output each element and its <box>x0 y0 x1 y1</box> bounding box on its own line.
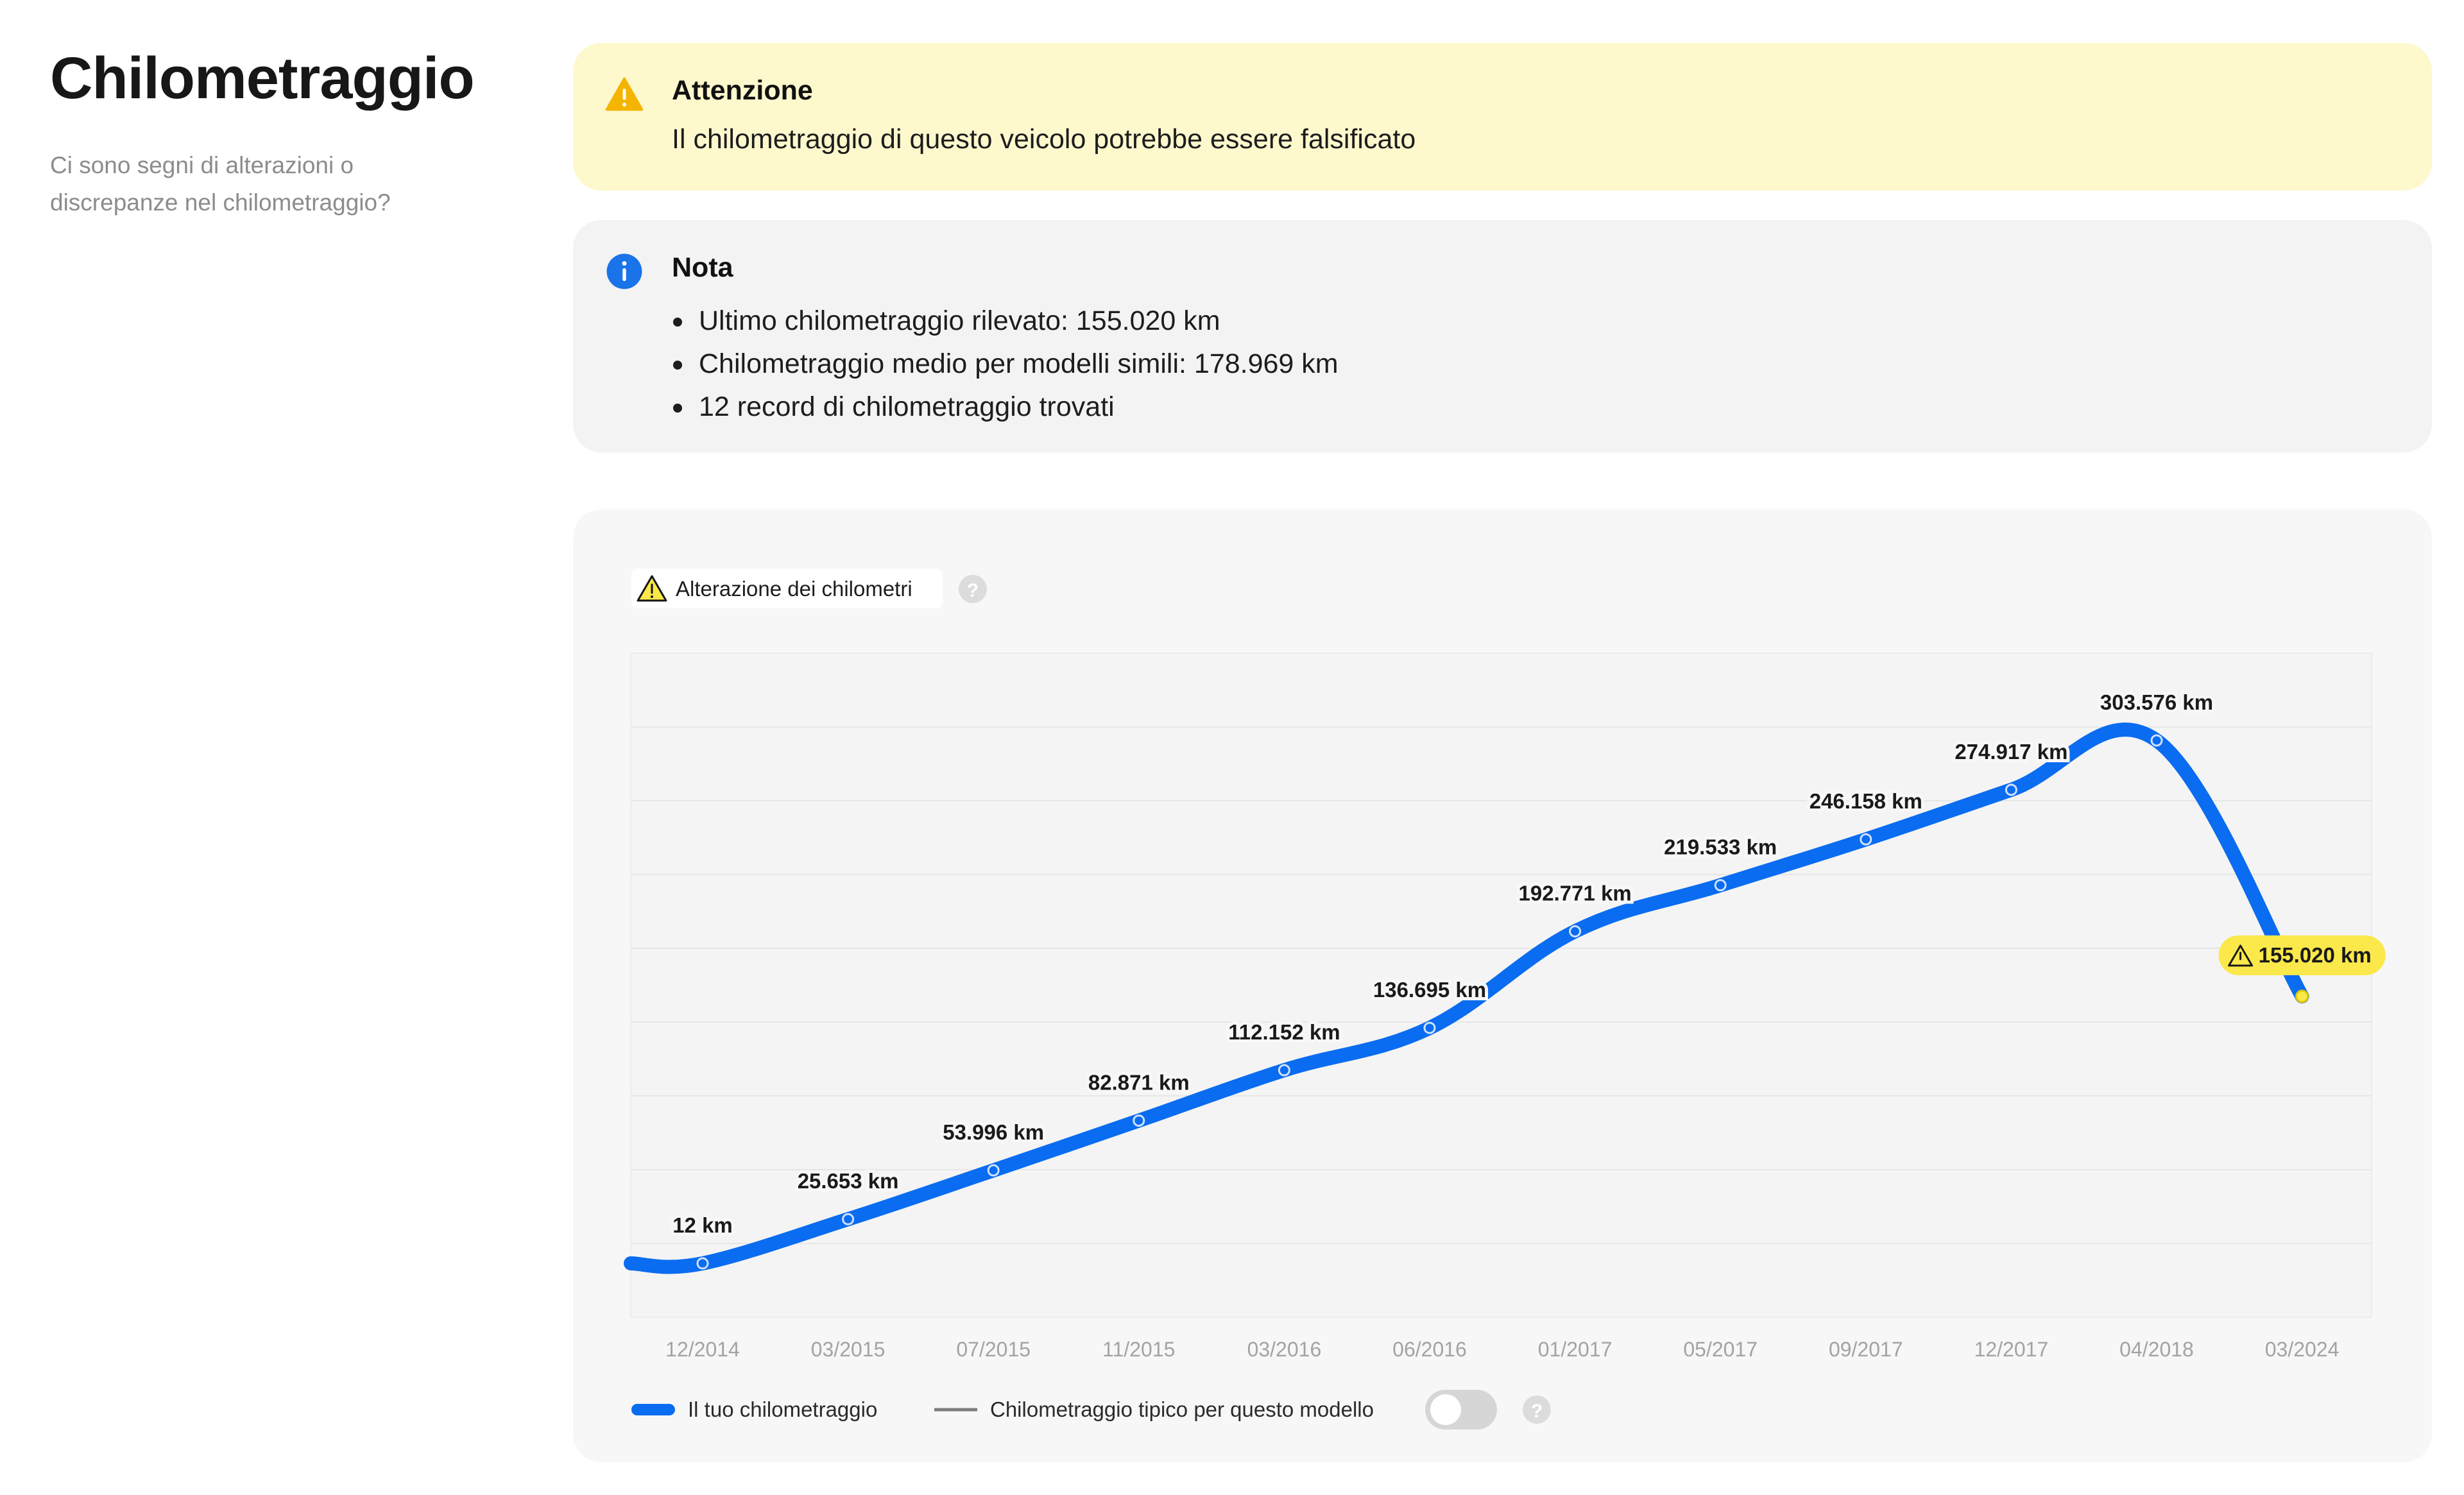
page-title: Chilometraggio <box>50 46 475 111</box>
data-label: 246.158 km <box>1810 789 1922 813</box>
mileage-chart-card: Alterazione dei chilometri ? 12/2014 03/2… <box>573 509 2432 1462</box>
note-list: Ultimo chilometraggio rilevato: 155.020 … <box>673 300 1339 429</box>
page-subtitle: Ci sono segni di alterazioni o discrepan… <box>50 147 538 221</box>
data-label: 112.152 km <box>1228 1020 1340 1044</box>
legend-label-yours: Il tuo chilometraggio <box>688 1397 877 1421</box>
data-point[interactable] <box>696 1257 709 1270</box>
note-item-average-mileage: Chilometraggio medio per modelli simili:… <box>673 343 1339 386</box>
data-point[interactable] <box>1278 1064 1290 1077</box>
info-icon <box>606 253 642 289</box>
warning-triangle-icon <box>605 77 644 111</box>
grid-lines <box>631 726 2372 1244</box>
data-label: 136.695 km <box>1373 978 1486 1002</box>
data-point[interactable] <box>2005 783 2017 796</box>
data-label: 192.771 km <box>1519 881 1632 905</box>
x-tick-label: 12/2014 <box>665 1338 740 1361</box>
data-point[interactable] <box>1569 925 1582 937</box>
warning-callout: Attenzione Il chilometraggio di questo v… <box>573 43 2432 191</box>
data-label: 82.871 km <box>1088 1071 1190 1095</box>
flagged-value-label: 155.020 km <box>2259 943 2372 967</box>
series-line-your-mileage <box>624 722 2309 1274</box>
section-header: Chilometraggio Ci sono segni di alterazi… <box>50 45 538 221</box>
warning-title: Attenzione <box>672 75 813 106</box>
x-tick-label: 03/2024 <box>2265 1338 2340 1361</box>
data-point[interactable] <box>1714 879 1727 892</box>
x-tick-label: 03/2015 <box>811 1338 886 1361</box>
note-item-record-count: 12 record di chilometraggio trovati <box>673 386 1339 429</box>
mileage-chart: Alterazione dei chilometri ? 12/2014 03/2… <box>624 568 2386 1430</box>
data-point[interactable] <box>987 1164 1000 1177</box>
legend-label-typical: Chilometraggio tipico per questo modello <box>990 1397 1374 1421</box>
alteration-badge[interactable]: Alterazione dei chilometri <box>631 568 943 608</box>
flagged-value-badge: 155.020 km <box>2218 935 2386 975</box>
data-point[interactable] <box>1423 1021 1436 1034</box>
warning-triangle-icon <box>637 575 667 602</box>
x-tick-label: 09/2017 <box>1829 1338 1903 1361</box>
x-tick-label: 04/2018 <box>2119 1338 2194 1361</box>
data-points <box>696 734 2309 1270</box>
x-tick-label: 11/2015 <box>1102 1338 1175 1361</box>
data-label: 274.917 km <box>1955 740 2067 764</box>
note-callout: Nota Ultimo chilometraggio rilevato: 155… <box>573 220 2432 452</box>
data-label: 303.576 km <box>2100 690 2213 714</box>
warning-message: Il chilometraggio di questo veicolo potr… <box>672 124 1416 155</box>
x-tick-label: 01/2017 <box>1538 1338 1613 1361</box>
note-title: Nota <box>672 252 733 283</box>
data-point[interactable] <box>1133 1115 1145 1127</box>
alteration-badge-label: Alterazione dei chilometri <box>676 577 912 601</box>
badge-help-glyph: ? <box>967 580 979 601</box>
legend-help-icon[interactable]: ? <box>1523 1396 1551 1424</box>
x-tick-label: 06/2016 <box>1392 1338 1467 1361</box>
typical-mileage-toggle[interactable] <box>1425 1390 1497 1430</box>
badge-help-icon[interactable]: ? <box>959 575 987 603</box>
data-label: 53.996 km <box>943 1120 1044 1144</box>
subtitle-line-1: Ci sono segni di alterazioni o <box>50 152 354 178</box>
note-item-last-mileage: Ultimo chilometraggio rilevato: 155.020 … <box>673 300 1339 343</box>
x-tick-label: 03/2016 <box>1247 1338 1322 1361</box>
legend-swatch-yours <box>631 1404 675 1415</box>
warning-triangle-icon <box>2228 944 2254 967</box>
data-label: 25.653 km <box>798 1169 899 1193</box>
x-axis-labels: 12/2014 03/2015 07/2015 11/2015 03/2016 06/20… <box>665 1338 2339 1361</box>
data-label: 219.533 km <box>1664 835 1777 859</box>
legend: Il tuo chilometraggio Chilometraggio tip… <box>631 1390 1551 1430</box>
legend-help-glyph: ? <box>1531 1401 1543 1422</box>
subtitle-line-2: discrepanze nel chilometraggio? <box>50 189 391 216</box>
x-tick-label: 07/2015 <box>956 1338 1031 1361</box>
data-point[interactable] <box>842 1213 855 1226</box>
data-point-flagged[interactable] <box>2295 989 2309 1004</box>
data-point[interactable] <box>2150 734 2163 747</box>
data-label: 12 km <box>672 1213 733 1237</box>
x-tick-label: 05/2017 <box>1683 1338 1758 1361</box>
data-point[interactable] <box>1860 833 1872 846</box>
x-tick-label: 12/2017 <box>1974 1338 2049 1361</box>
data-labels: 12 km 25.653 km 53.996 km 82.871 km 112.152 … <box>669 687 2386 1240</box>
